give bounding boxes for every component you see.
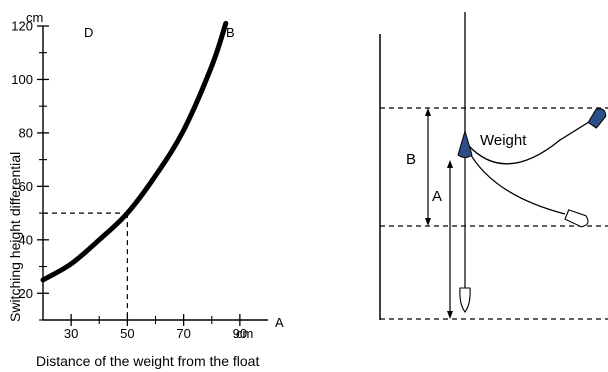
- y-tick-label: 20: [19, 286, 33, 301]
- curve-end-label: B: [226, 25, 235, 40]
- cable-to-middle-float: [467, 149, 566, 215]
- bottom-float-icon: [459, 287, 471, 313]
- dimension-label-a: A: [432, 188, 442, 205]
- x-axis-title: Distance of the weight from the float: [36, 353, 259, 369]
- x-tick-label: 30: [64, 326, 78, 341]
- float-switch-diagram: B A Weight: [379, 12, 608, 320]
- chart: cm D B A cm 20 40 60 80 100 120 30 50 70 90 Dist…: [7, 10, 284, 369]
- y-axis-letter: D: [84, 25, 93, 40]
- series-group: [40, 20, 229, 283]
- y-tick-label: 100: [11, 72, 33, 87]
- dimension-label-b: B: [406, 151, 416, 168]
- x-tick-label: 70: [176, 326, 190, 341]
- y-axis-title: Switching height differential: [7, 152, 23, 322]
- y-tick-label: 120: [11, 19, 33, 34]
- y-unit-label: cm: [26, 10, 43, 25]
- y-ticks: 20 40 60 80 100 120: [11, 19, 49, 321]
- dimension-arrow-a: [447, 160, 453, 319]
- middle-float-icon: [564, 209, 589, 228]
- x-tick-label: 50: [120, 326, 134, 341]
- y-tick-label: 60: [19, 179, 33, 194]
- upper-float-icon: [587, 108, 607, 129]
- series-line: [40, 20, 229, 283]
- y-tick-label: 80: [19, 125, 33, 140]
- x-tick-label: 90: [233, 326, 247, 341]
- y-tick-label: 40: [19, 232, 33, 247]
- dimension-arrow-b: [425, 108, 431, 226]
- x-axis-letter: A: [275, 315, 284, 330]
- weight-icon: [457, 129, 473, 158]
- x-unit-label: cm: [236, 326, 253, 341]
- x-ticks: 30 50 70 90: [64, 314, 247, 341]
- cable-to-upper-float: [467, 116, 598, 165]
- weight-label: Weight: [480, 132, 527, 149]
